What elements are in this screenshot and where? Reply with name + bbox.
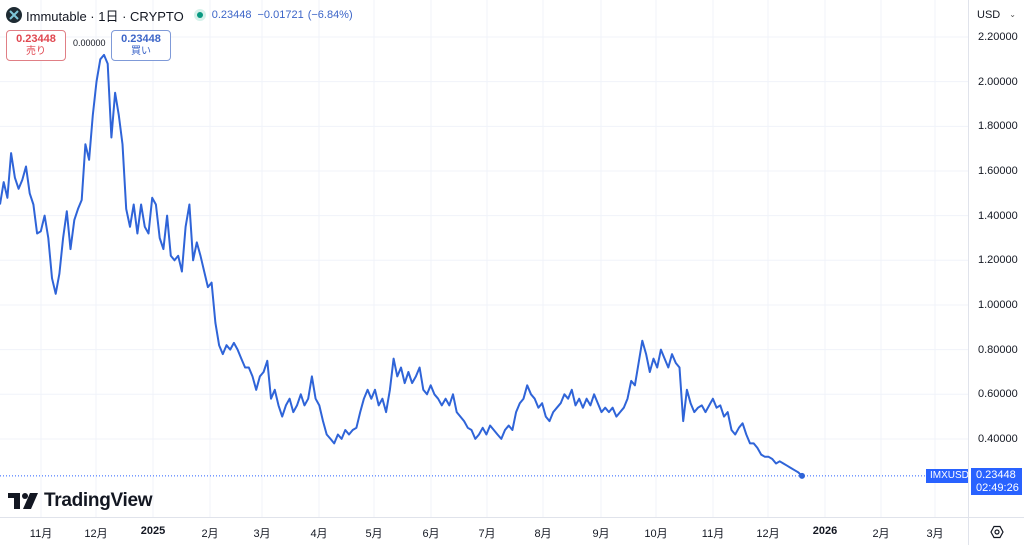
tradingview-wordmark: TradingView <box>44 490 153 511</box>
time-tick: 12月 <box>84 528 108 540</box>
symbol-legend: Immutable · 1日 · CRYPTO 0.23448 −0.01721… <box>6 6 353 24</box>
current-price-value: 0.23448 <box>976 468 1016 481</box>
time-tick: 8月 <box>534 528 552 540</box>
price-tick: 0.80000 <box>978 343 1018 356</box>
currency-label: USD <box>977 8 1001 21</box>
chart-pane[interactable]: Immutable · 1日 · CRYPTO 0.23448 −0.01721… <box>0 0 973 517</box>
last-price-marker <box>799 472 805 479</box>
sell-button[interactable]: 0.23448 売り <box>6 30 66 61</box>
price-tick: 1.20000 <box>978 254 1018 267</box>
time-tick: 10月 <box>644 528 668 540</box>
price-line <box>0 53 803 477</box>
time-tick: 2月 <box>872 528 890 540</box>
time-axis[interactable]: 11月 12月 2025 2月 3月 4月 5月 6月 7月 8月 9月 10月 11月 12月 2026 2… <box>0 517 968 545</box>
settings-hexagon-icon <box>990 525 1004 538</box>
time-tick: 11月 <box>701 528 725 540</box>
price-axis[interactable]: USD ⌄ 2.20000 2.00000 1.80000 1.60000 1.4000… <box>968 0 1024 517</box>
price-change: −0.01721 <box>257 9 304 21</box>
last-price: 0.23448 <box>211 9 252 21</box>
symbol-price-label: IMXUSD <box>926 468 973 483</box>
price-tick: 0.60000 <box>978 388 1018 401</box>
time-tick: 7月 <box>478 528 496 540</box>
currency-selector[interactable]: USD ⌄ <box>972 4 1021 25</box>
buy-price: 0.23448 <box>121 33 161 45</box>
market-status-icon <box>193 9 206 21</box>
chart-settings-button[interactable] <box>968 517 1024 545</box>
time-tick: 9月 <box>592 528 610 540</box>
price-tick: 1.40000 <box>978 209 1018 222</box>
price-tick: 1.80000 <box>978 120 1018 133</box>
price-tick: 2.00000 <box>978 75 1018 88</box>
time-tick: 12月 <box>756 528 780 540</box>
time-tick: 2月 <box>201 528 219 540</box>
time-tick: 11月 <box>29 528 53 540</box>
symbol-title[interactable]: Immutable · 1日 · CRYPTO <box>26 8 184 24</box>
price-tick: 1.60000 <box>978 164 1018 177</box>
sell-label: 売り <box>26 46 46 57</box>
immutable-logo-icon <box>6 7 22 23</box>
time-tick: 4月 <box>310 528 328 540</box>
price-change-pct: (−6.84%) <box>307 9 353 21</box>
spread-value: 0.00000 <box>73 38 106 48</box>
time-tick: 6月 <box>422 528 440 540</box>
price-tick: 2.20000 <box>978 31 1018 43</box>
current-price-tag: 0.23448 02:49:26 <box>971 467 1022 495</box>
time-tick: 3月 <box>926 528 944 540</box>
tradingview-logo-icon <box>8 493 38 509</box>
tradingview-logo[interactable]: TradingView <box>8 490 153 512</box>
time-tick: 5月 <box>365 528 383 540</box>
price-tick: 1.00000 <box>978 298 1018 311</box>
time-tick: 2026 <box>812 525 838 537</box>
time-tick: 3月 <box>253 528 271 540</box>
price-tick: 0.40000 <box>978 432 1018 445</box>
time-tick: 2025 <box>140 525 166 537</box>
buy-button[interactable]: 0.23448 買い <box>111 30 171 61</box>
buy-label: 買い <box>131 46 151 57</box>
sell-price: 0.23448 <box>16 33 56 45</box>
bar-countdown: 02:49:26 <box>976 481 1019 494</box>
chevron-down-icon: ⌄ <box>1009 10 1016 19</box>
price-chart[interactable] <box>0 0 968 517</box>
